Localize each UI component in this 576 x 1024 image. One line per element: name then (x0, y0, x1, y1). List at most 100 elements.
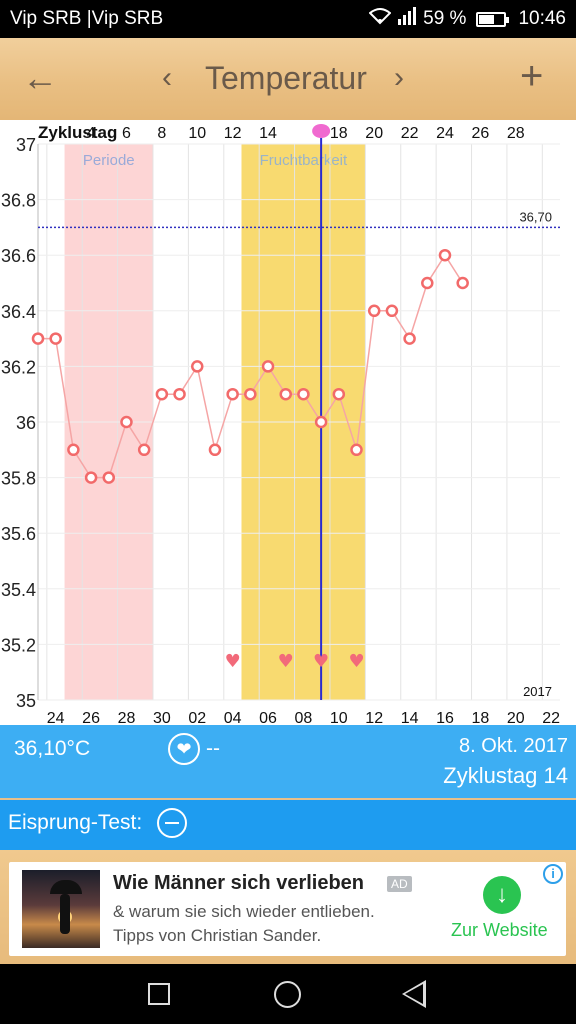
top-tick-label: 20 (365, 125, 383, 142)
ovulation-test-bar[interactable]: Eisprung-Test: (0, 800, 576, 850)
top-tick-label: 8 (157, 125, 166, 142)
y-tick-label: 36.8 (1, 191, 36, 211)
bottom-tick-label: 22 (542, 710, 560, 725)
download-arrow-icon[interactable]: ↓ (483, 876, 521, 914)
data-point (191, 360, 204, 373)
back-triangle-icon[interactable] (402, 980, 426, 1008)
system-nav-bar (0, 964, 576, 1024)
signal-icon (397, 7, 417, 31)
heart-circle-icon[interactable]: ❤ (168, 733, 200, 765)
heart-value: -- (206, 737, 220, 760)
data-point (385, 304, 399, 318)
band-label-fertile: Fruchtbarkeit (260, 152, 348, 169)
battery-percent: 59 % (423, 8, 467, 29)
top-tick-label: 12 (224, 125, 242, 142)
chart-svg[interactable]: Periode Fruchtbarkeit 35 35.2 35.4 35.6 35.8 36… (0, 120, 576, 725)
bottom-tick-label: 02 (188, 710, 206, 725)
heart-icon: ♥ (348, 651, 364, 672)
ad-card[interactable]: Wie Männer sich verlieben AD & warum sie… (9, 862, 566, 956)
ad-title[interactable]: Wie Männer sich verlieben (113, 872, 365, 894)
top-tick-label: 6 (122, 125, 131, 142)
ad-image-figure (60, 894, 70, 934)
top-tick-label: 18 (330, 125, 348, 142)
data-point (297, 387, 310, 401)
date-label: 8. Okt. 2017 (459, 735, 568, 757)
data-point (421, 276, 434, 290)
year-label: 2017 (523, 684, 552, 699)
data-point (84, 471, 98, 484)
plus-icon[interactable]: + (520, 54, 544, 98)
page-title: Temperatur (205, 60, 367, 96)
status-bar: Vip SRB |Vip SRB 59 % 10:46 (0, 0, 576, 38)
top-tick-label: 26 (471, 125, 489, 142)
battery-icon (476, 11, 510, 27)
data-point (226, 387, 239, 401)
ad-image[interactable] (22, 870, 100, 948)
divider (0, 798, 576, 800)
ad-description-line2: Tipps von Christian Sander. (113, 926, 322, 945)
minus-circle-icon[interactable] (157, 808, 187, 838)
heart-icon: ♥ (313, 651, 329, 672)
bottom-tick-label: 08 (295, 710, 313, 725)
clock: 10:46 (518, 8, 566, 29)
arrow-left-icon[interactable]: ← (22, 57, 58, 98)
data-point (261, 360, 275, 373)
y-tick-label: 35.4 (1, 580, 36, 600)
bottom-tick-label: 04 (224, 710, 242, 725)
y-tick-label: 37 (16, 135, 36, 155)
top-tick-label: 4 (87, 125, 96, 142)
ad-cta-button[interactable]: Zur Website (451, 920, 548, 940)
y-tick-label: 35.8 (1, 469, 36, 489)
bottom-tick-label: 26 (82, 710, 100, 725)
bottom-tick-label: 28 (118, 710, 136, 725)
data-point (67, 443, 80, 457)
recents-icon[interactable] (148, 983, 170, 1005)
bottom-tick-label: 24 (47, 710, 65, 725)
data-point (279, 387, 292, 401)
chevron-left-icon[interactable]: ‹ (162, 61, 172, 94)
status-right: 59 % 10:46 (368, 7, 566, 31)
data-point (102, 471, 116, 484)
bottom-tick-label: 12 (365, 710, 383, 725)
bottom-tick-label: 06 (259, 710, 277, 725)
data-point (208, 443, 222, 457)
cycle-day-label: Zyklustag 14 (443, 763, 568, 788)
data-point (120, 415, 133, 429)
data-point (137, 443, 151, 457)
data-point (403, 332, 416, 345)
y-tick-label: 36.2 (1, 357, 36, 377)
home-icon[interactable] (274, 981, 301, 1008)
data-point (350, 443, 363, 457)
bottom-tick-label: 30 (153, 710, 171, 725)
reference-line-label: 36,70 (519, 209, 552, 224)
info-icon[interactable]: i (543, 864, 563, 884)
heart-icon: ♥ (278, 651, 294, 672)
data-point (332, 387, 346, 401)
top-tick-label: 22 (401, 125, 419, 142)
temperature-value: 36,10°C (14, 737, 91, 760)
top-axis-label: Zyklustag (38, 123, 117, 142)
wifi-icon (368, 7, 392, 31)
y-tick-label: 36.4 (1, 302, 36, 322)
data-point (173, 387, 186, 401)
bottom-tick-label: 20 (507, 710, 525, 725)
temperature-chart[interactable]: Periode Fruchtbarkeit 35 35.2 35.4 35.6 35.8 36… (0, 120, 576, 725)
ad-image-umbrella (50, 880, 82, 894)
bottom-tick-label: 18 (471, 710, 489, 725)
chevron-right-icon[interactable]: › (394, 61, 404, 94)
top-tick-label: 14 (259, 125, 277, 142)
carrier-label: Vip SRB |Vip SRB (10, 8, 164, 29)
app-header: ← ‹ Temperatur › + (0, 38, 576, 120)
bottom-tick-label: 14 (401, 710, 419, 725)
ovulation-marker-icon (312, 124, 331, 138)
data-point (49, 332, 62, 345)
bottom-tick-label: 10 (330, 710, 348, 725)
data-point (314, 415, 328, 429)
ad-badge: AD (387, 876, 412, 892)
ad-area: Wie Männer sich verlieben AD & warum sie… (0, 850, 576, 964)
y-tick-label: 35.6 (1, 524, 36, 544)
band-label-period: Periode (83, 152, 135, 169)
info-bar: 36,10°C ❤ -- 8. Okt. 2017 Zyklustag 14 (0, 725, 576, 798)
bottom-tick-label: 16 (436, 710, 454, 725)
data-point (367, 304, 381, 318)
